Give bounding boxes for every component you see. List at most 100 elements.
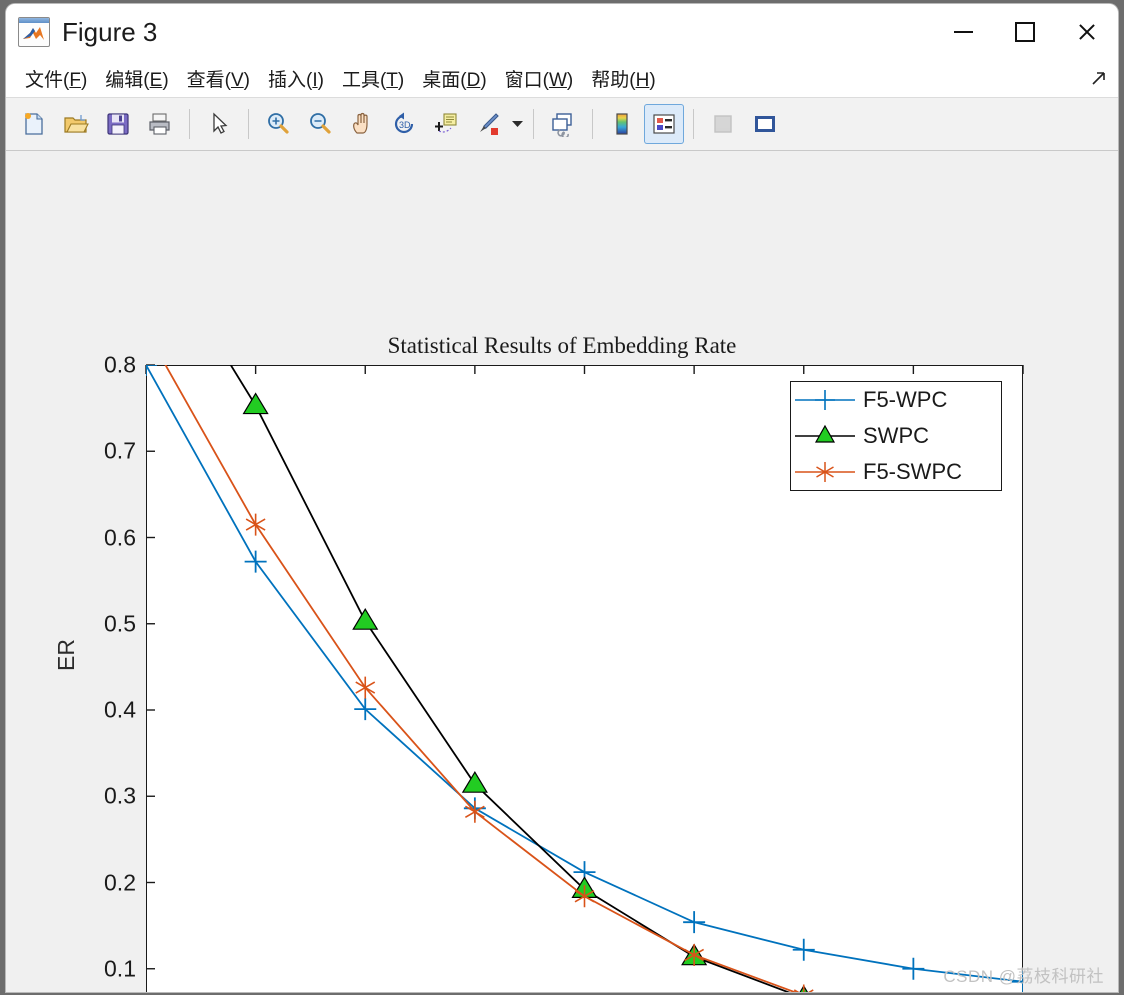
menu-mnemonic-insert: I [312,69,318,91]
grid-button [703,104,743,144]
hand-pan-icon [353,112,368,134]
toolbar-separator-3 [533,109,534,139]
legend[interactable]: F5-WPC SWPC F5-SWPC [790,381,1002,491]
menu-mnemonic-file: F [69,69,81,91]
open-file-button[interactable] [56,104,96,144]
legend-label-f5-wpc: F5-WPC [863,387,948,412]
zoom-in-button[interactable] [258,104,298,144]
data-series-group [146,365,1023,992]
colorbar-button[interactable] [602,104,642,144]
legend-sample-f5-swpc [795,462,855,482]
close-icon [1077,22,1097,42]
print-figure-button[interactable] [140,104,180,144]
printer-icon [149,113,170,135]
plot-svg [145,364,1024,992]
magnifier-minus-icon [310,113,331,134]
figure-canvas: Statistical Results of Embedding Rate ER… [6,151,1118,992]
colorbar-icon [616,113,628,135]
menu-label-file: 文件 [25,69,64,91]
plot-browser-icon [755,116,775,132]
menu-mnemonic-window: W [548,69,567,91]
menu-item-file[interactable]: 文件(F) [25,69,88,91]
grid-icon [714,115,732,133]
brush-icon [480,113,499,135]
menu-item-desktop[interactable]: 桌面(D) [422,69,487,91]
window-controls [932,4,1118,60]
y-tick-7: 0.7 [104,437,136,464]
pan-button[interactable] [342,104,382,144]
y-tick-6: 0.6 [104,524,136,550]
toolbar-separator-4 [592,109,593,139]
menu-mnemonic-view: V [230,69,244,91]
y-axis-ticks: 0.8 0.7 0.6 0.5 0.4 0.3 0.2 0.1 0 [6,151,146,992]
minimize-button[interactable] [932,4,994,60]
menu-label-help: 帮助 [591,69,630,91]
data-cursor-button[interactable] [426,104,466,144]
menu-item-edit[interactable]: 编辑(E) [105,69,169,91]
y-tick-5: 0.5 [104,610,136,637]
rotate-3d-icon: 3D [394,112,414,134]
menu-label-tools: 工具 [341,69,380,91]
minimize-icon [953,31,973,33]
maximize-icon [1015,22,1035,42]
menu-label-desktop: 桌面 [422,69,461,91]
link-plot-icon [552,113,572,137]
dock-arrow-icon[interactable] [1090,70,1108,88]
legend-entry-f5-swpc: F5-SWPC [791,454,1001,490]
svg-text:3D: 3D [399,120,411,130]
menu-label-view: 查看 [186,69,225,91]
y-tick-4: 0.4 [104,696,136,723]
link-plot-button[interactable] [543,104,583,144]
title-bar: Figure 3 [6,4,1118,60]
menu-item-window[interactable]: 窗口(W) [504,69,574,91]
legend-label-swpc: SWPC [863,423,929,448]
legend-entry-f5-wpc: F5-WPC [791,382,1001,418]
magnifier-plus-icon [268,113,289,134]
legend-sample-f5-wpc [795,390,855,410]
brush-button[interactable] [468,104,508,144]
menu-bar: 文件(F) 编辑(E) 查看(V) 插入(I) 工具(T) 桌面(D) 窗口(W… [6,60,1118,97]
brush-dropdown[interactable] [510,104,524,144]
toolbar-separator-1 [189,109,190,139]
maximize-button[interactable] [994,4,1056,60]
watermark: CSDN @荔枝科研社 [943,967,1104,986]
legend-entry-swpc: SWPC [791,418,1001,454]
zoom-out-button[interactable] [300,104,340,144]
toolbar: 3D [6,97,1118,151]
toolbar-separator-2 [248,109,249,139]
data-tip-icon [435,113,457,133]
pointer-arrow-icon [213,112,228,134]
edit-plot-button[interactable] [199,104,239,144]
menu-mnemonic-help: H [635,69,650,91]
figure-window: Figure 3 文件(F) 编辑(E) 查看(V) 插入(I) 工具(T) 桌… [6,4,1118,992]
menu-label-window: 窗口 [504,69,543,91]
y-tick-2: 0.2 [104,869,136,895]
legend-sample-swpc [795,424,855,443]
menu-mnemonic-edit: E [149,69,163,91]
legend-label-f5-swpc: F5-SWPC [863,459,962,484]
menu-item-insert[interactable]: 插入(I) [268,69,324,91]
menu-label-insert: 插入 [268,69,307,91]
menu-mnemonic-desktop: D [466,69,481,91]
open-folder-icon [64,115,89,133]
save-figure-button[interactable] [98,104,138,144]
menu-item-view[interactable]: 查看(V) [186,69,250,91]
floppy-save-icon [107,113,129,135]
y-tick-3: 0.3 [104,782,136,809]
plot-browser-button[interactable] [745,104,785,144]
toolbar-separator-5 [693,109,694,139]
y-tick-8: 0.8 [104,351,136,378]
menu-mnemonic-tools: T [386,69,398,91]
close-button[interactable] [1056,4,1118,60]
rotate-3d-button[interactable]: 3D [384,104,424,144]
new-figure-button[interactable] [14,104,54,144]
legend-button[interactable] [644,104,684,144]
menu-item-tools[interactable]: 工具(T) [341,69,405,91]
new-file-icon [25,113,43,135]
caret-down-icon [511,121,523,127]
menu-item-help[interactable]: 帮助(H) [591,69,656,91]
y-tick-1: 0.1 [104,955,136,982]
chart-title: Statistical Results of Embedding Rate [387,333,737,358]
matlab-icon [18,17,50,47]
window-title: Figure 3 [62,16,158,47]
